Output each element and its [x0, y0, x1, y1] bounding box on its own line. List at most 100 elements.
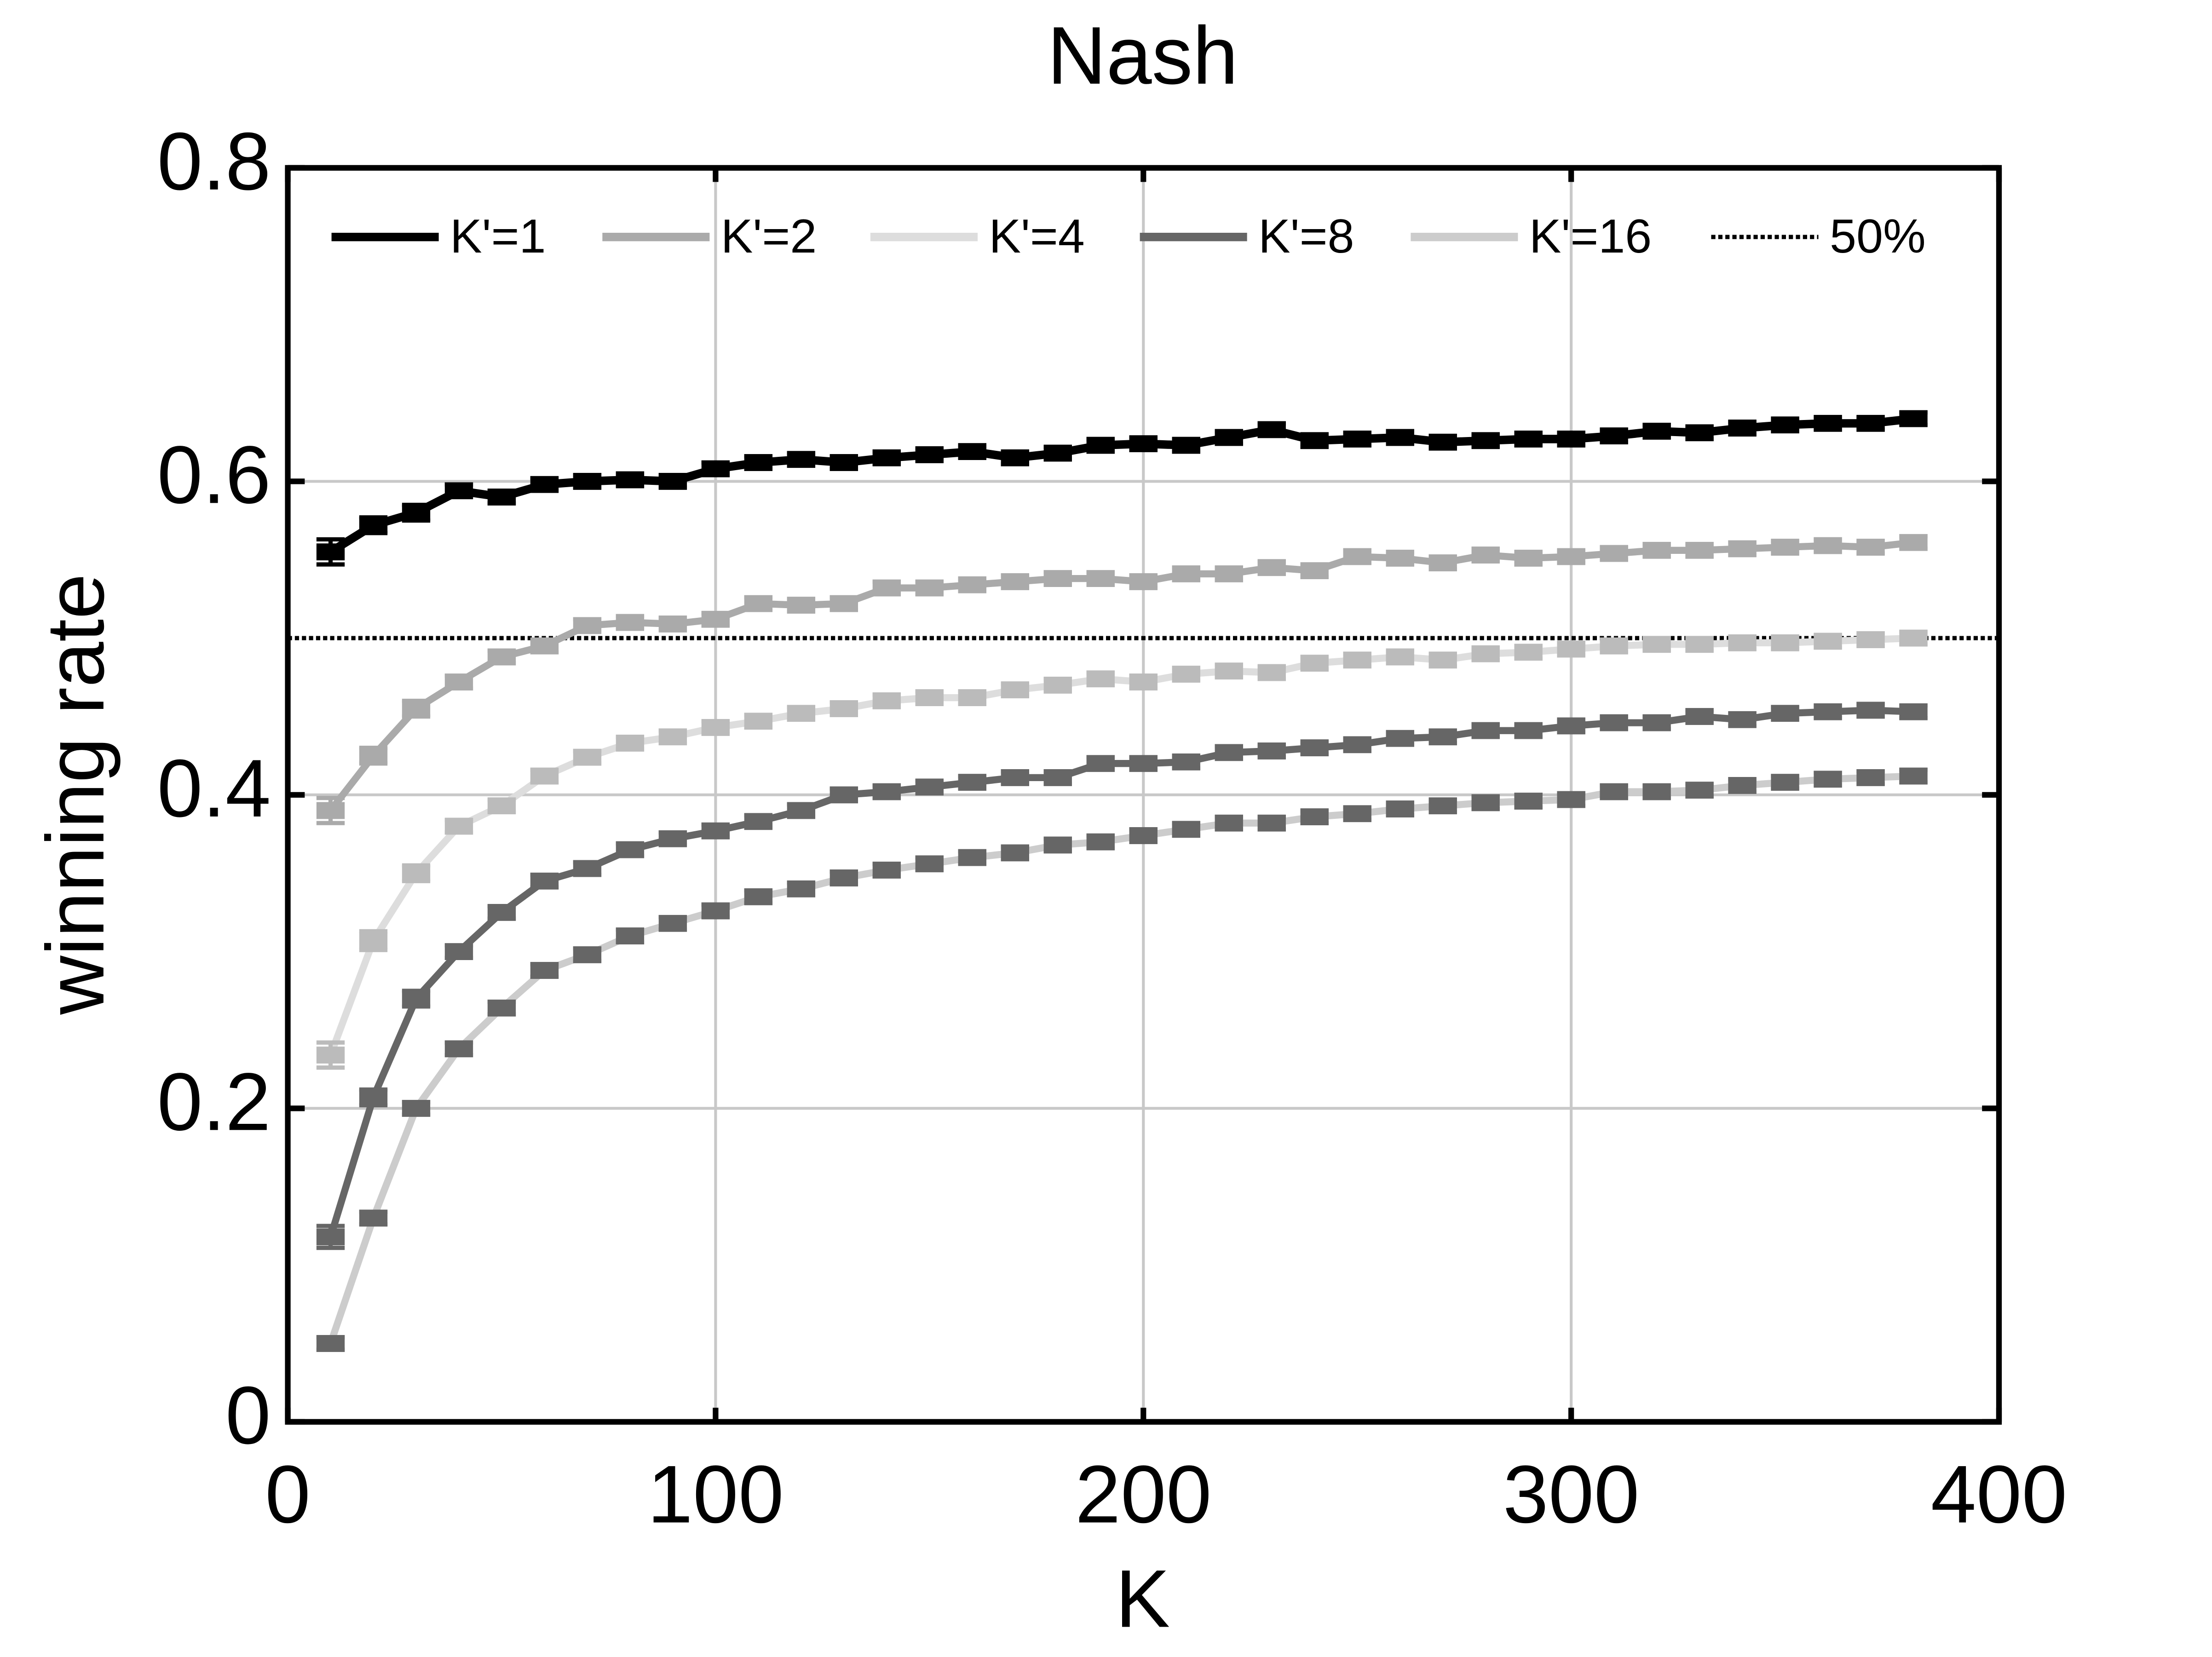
marker [1514, 549, 1543, 567]
marker [1086, 670, 1115, 688]
marker [744, 595, 773, 612]
marker [616, 471, 645, 489]
legend-label: K'=1 [450, 210, 546, 263]
marker [701, 822, 730, 840]
marker [359, 1209, 388, 1227]
marker [1172, 565, 1200, 582]
marker [1685, 424, 1714, 442]
marker [1814, 633, 1842, 650]
marker [487, 999, 516, 1017]
series-line [328, 539, 1914, 813]
legend-label: K'=4 [989, 210, 1084, 263]
marker [787, 880, 816, 898]
marker [616, 927, 645, 944]
series [316, 410, 1928, 567]
marker [1514, 722, 1543, 739]
marker [1086, 570, 1115, 587]
x-tick-label: 200 [1075, 1449, 1212, 1540]
marker [1814, 703, 1842, 720]
marker [316, 1047, 345, 1064]
marker [1685, 636, 1714, 653]
marker [1728, 711, 1757, 728]
marker [1642, 422, 1671, 440]
y-tick-label: 0.4 [157, 742, 271, 834]
x-tick-label: 100 [647, 1449, 784, 1540]
marker [1557, 717, 1585, 735]
marker [573, 748, 602, 766]
marker [1728, 540, 1757, 558]
marker [1172, 666, 1200, 683]
marker [316, 543, 345, 561]
marker [1728, 634, 1757, 651]
marker [1086, 437, 1115, 454]
marker [1471, 722, 1500, 739]
marker [830, 700, 858, 717]
marker [530, 767, 559, 785]
marker [701, 902, 730, 920]
marker [1043, 676, 1072, 694]
marker [1257, 664, 1286, 681]
marker [830, 869, 858, 886]
marker [1257, 559, 1286, 576]
marker [1899, 410, 1928, 427]
legend-label: K'=2 [721, 210, 817, 263]
marker [787, 705, 816, 722]
marker [1557, 640, 1585, 658]
marker [1043, 444, 1072, 462]
legend-label: 50% [1830, 210, 1926, 263]
marker [487, 797, 516, 815]
marker [1043, 836, 1072, 854]
marker [1257, 742, 1286, 759]
marker [616, 735, 645, 752]
marker [1172, 821, 1200, 838]
marker [530, 962, 559, 979]
y-tick-label: 0.6 [157, 429, 271, 520]
marker [1429, 797, 1457, 815]
marker [1300, 655, 1329, 672]
marker [1814, 414, 1842, 432]
marker [958, 443, 986, 460]
marker [402, 990, 431, 1007]
marker [1814, 537, 1842, 554]
marker [658, 830, 687, 847]
series [316, 534, 1928, 825]
marker [1001, 769, 1029, 786]
marker [915, 855, 944, 873]
marker [1771, 539, 1799, 556]
marker [1215, 814, 1243, 832]
marker [1557, 430, 1585, 448]
marker [1685, 708, 1714, 725]
marker [1685, 541, 1714, 559]
marker [530, 637, 559, 655]
marker [1343, 805, 1371, 823]
marker [1514, 430, 1543, 448]
marker [1899, 767, 1928, 785]
legend-label: K'=16 [1529, 210, 1652, 263]
marker [1429, 554, 1457, 571]
marker [1856, 702, 1885, 719]
marker [1600, 637, 1628, 655]
marker [1557, 548, 1585, 565]
marker [1300, 432, 1329, 449]
marker [744, 713, 773, 730]
marker [1600, 714, 1628, 731]
marker [1429, 433, 1457, 451]
marker [1899, 703, 1928, 720]
marker [530, 476, 559, 493]
marker [1129, 573, 1158, 590]
marker [1728, 777, 1757, 794]
marker [1386, 800, 1414, 817]
marker [958, 576, 986, 593]
legend-label: K'=8 [1258, 210, 1354, 263]
series [316, 767, 1928, 1352]
marker [1856, 414, 1885, 432]
marker [616, 614, 645, 631]
marker [573, 472, 602, 490]
marker [402, 504, 431, 521]
marker [359, 1089, 388, 1106]
marker [1514, 644, 1543, 661]
marker [402, 1099, 431, 1117]
marker [915, 778, 944, 796]
marker [1386, 429, 1414, 446]
